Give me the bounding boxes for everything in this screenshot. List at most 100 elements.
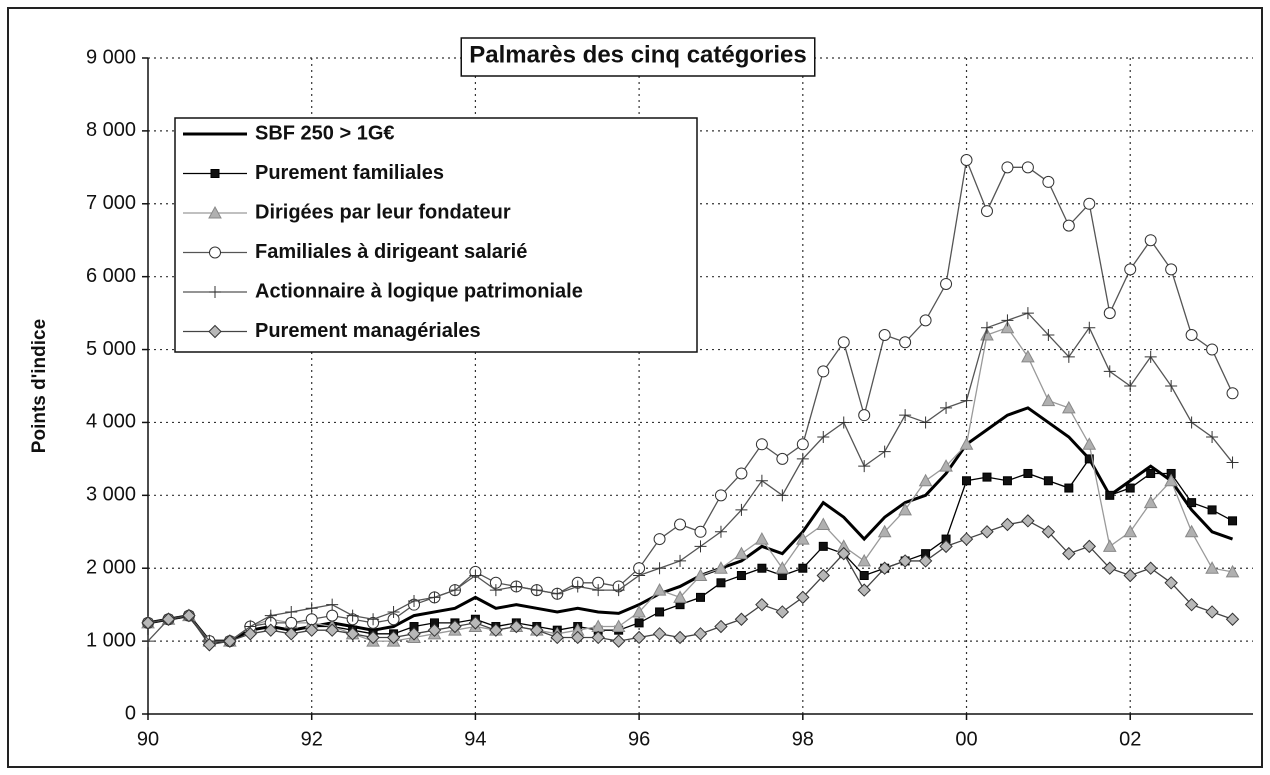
data-point <box>1000 320 1015 334</box>
data-point <box>1084 454 1094 464</box>
data-point <box>1023 468 1033 478</box>
y-tick-label: 3 000 <box>86 484 136 506</box>
data-point <box>694 525 707 538</box>
data-point <box>1206 431 1219 444</box>
data-point <box>939 459 953 472</box>
data-point <box>858 409 871 422</box>
data-point <box>1143 561 1158 575</box>
y-tick-label: 8 000 <box>86 119 136 141</box>
data-point <box>346 609 359 622</box>
data-point <box>796 590 810 605</box>
data-point <box>796 452 809 465</box>
x-tick-label: 94 <box>464 728 486 750</box>
data-point <box>448 584 461 597</box>
data-point <box>509 619 524 634</box>
legend-label: Purement familiales <box>255 162 444 184</box>
data-point <box>427 623 442 637</box>
data-point <box>837 416 850 429</box>
data-point <box>1042 175 1055 188</box>
data-point <box>1082 437 1097 450</box>
data-point <box>795 532 810 545</box>
data-point <box>652 583 667 596</box>
data-point <box>387 605 400 618</box>
data-point <box>592 584 605 597</box>
data-point <box>1124 380 1137 392</box>
data-point <box>878 445 891 458</box>
data-point <box>1123 568 1137 583</box>
data-point <box>962 476 972 486</box>
data-point <box>1146 468 1156 478</box>
y-tick-label: 5 000 <box>86 338 136 360</box>
data-point <box>1123 524 1138 538</box>
data-point <box>1064 483 1074 493</box>
data-point <box>959 532 974 546</box>
data-point <box>878 328 891 341</box>
data-point <box>386 630 401 645</box>
x-tick-label: 02 <box>1119 728 1141 750</box>
data-point <box>714 619 728 634</box>
data-point <box>919 416 932 429</box>
data-point <box>980 321 993 334</box>
data-point <box>1185 416 1198 429</box>
data-point <box>652 627 667 641</box>
data-point <box>919 314 932 327</box>
data-point <box>898 554 912 568</box>
data-point <box>1021 307 1034 320</box>
data-point <box>1165 263 1178 276</box>
data-point <box>1103 561 1117 575</box>
data-point <box>857 553 872 567</box>
data-point <box>326 609 339 622</box>
data-point <box>775 605 790 619</box>
data-point <box>1083 321 1096 334</box>
legend-box <box>174 117 698 353</box>
data-point <box>202 638 217 652</box>
data-point <box>345 627 360 641</box>
data-point <box>939 539 953 554</box>
y-tick-label: 9 000 <box>86 46 136 68</box>
data-point <box>918 554 933 568</box>
data-point <box>632 604 646 618</box>
data-point <box>366 630 380 645</box>
y-axis-label: Points d'indice <box>29 319 50 453</box>
data-point <box>469 569 482 582</box>
data-point <box>694 540 707 553</box>
x-tick-label: 92 <box>301 728 323 750</box>
x-tick-label: 96 <box>628 728 650 750</box>
data-point <box>674 554 687 567</box>
legend-label: Dirigées par leur fondateur <box>255 201 511 223</box>
data-point <box>1165 380 1178 392</box>
data-point <box>325 623 339 637</box>
data-point <box>407 627 421 641</box>
data-point <box>674 518 687 531</box>
y-tick-label: 7 000 <box>86 192 136 214</box>
data-point <box>734 612 749 626</box>
data-point <box>735 467 748 480</box>
data-point <box>816 568 830 583</box>
data-point <box>1184 597 1199 612</box>
data-point <box>655 607 665 617</box>
data-point <box>1103 307 1116 320</box>
data-point <box>141 616 155 630</box>
data-point <box>1226 456 1239 469</box>
data-point <box>1062 546 1076 561</box>
x-tick-label: 00 <box>955 728 977 750</box>
data-point <box>755 532 769 545</box>
legend-marker <box>208 324 222 339</box>
data-point <box>696 592 705 602</box>
data-point <box>326 598 339 611</box>
data-point <box>611 619 626 633</box>
data-point <box>1144 350 1157 363</box>
y-tick-label: 2 000 <box>86 557 136 579</box>
data-point <box>1205 561 1219 574</box>
data-point <box>468 616 483 630</box>
data-point <box>716 578 726 588</box>
data-point <box>1021 161 1034 174</box>
y-tick-label: 1 000 <box>86 629 136 651</box>
data-point <box>1164 473 1178 487</box>
data-point <box>693 568 708 582</box>
data-point <box>1105 490 1115 500</box>
y-tick-label: 4 000 <box>86 411 136 433</box>
data-point <box>571 580 584 593</box>
data-point <box>1125 483 1135 493</box>
data-point <box>798 563 808 573</box>
